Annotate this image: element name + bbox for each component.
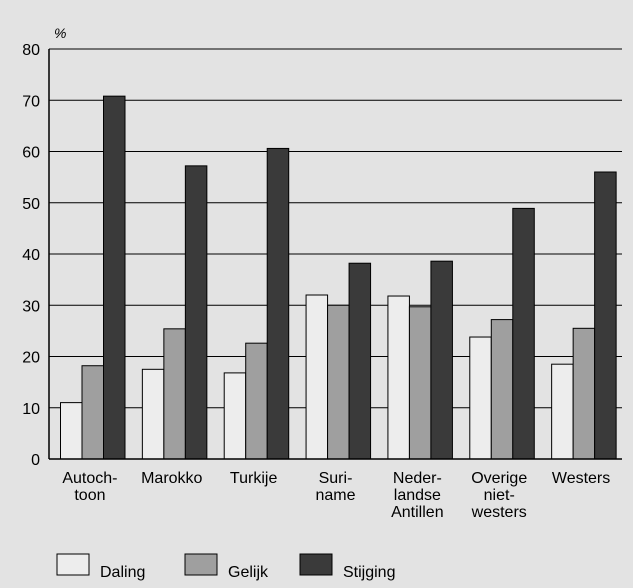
bars bbox=[60, 95, 617, 460]
y-tick-label: 30 bbox=[22, 298, 40, 315]
bar-daling-1 bbox=[141, 368, 165, 460]
bar-daling-2 bbox=[223, 372, 247, 460]
legend: Daling Gelijk Stijging bbox=[56, 553, 395, 581]
y-tick-label: 20 bbox=[22, 350, 40, 367]
y-tick-label: 40 bbox=[22, 247, 40, 264]
bar-daling-3 bbox=[305, 294, 329, 460]
category-label: Turkije bbox=[230, 470, 278, 487]
bar-stijging-0 bbox=[103, 95, 126, 460]
category-label: Neder- bbox=[393, 470, 442, 487]
bar-gelijk-1 bbox=[163, 328, 186, 460]
category-label: Overige bbox=[471, 470, 527, 487]
bar-stijging-3 bbox=[348, 262, 372, 460]
legend-label-stijging: Stijging bbox=[343, 564, 395, 581]
y-tick-label: 70 bbox=[22, 93, 40, 110]
bar-daling-0 bbox=[60, 402, 83, 460]
bar-daling-6 bbox=[551, 363, 574, 460]
y-tick-label: 80 bbox=[22, 42, 40, 59]
y-tick-label: 0 bbox=[31, 452, 40, 469]
category-label: Antillen bbox=[391, 504, 443, 521]
axes bbox=[48, 49, 622, 460]
bar-stijging-5 bbox=[512, 207, 535, 460]
category-label: landse bbox=[394, 487, 441, 504]
bar-stijging-6 bbox=[594, 171, 617, 460]
bar-gelijk-2 bbox=[245, 342, 268, 460]
y-tick-label: 60 bbox=[22, 145, 40, 162]
legend-swatch-gelijk bbox=[184, 553, 218, 576]
bar-gelijk-0 bbox=[81, 365, 104, 460]
category-label: Suri- bbox=[319, 470, 353, 487]
legend-label-daling: Daling bbox=[100, 564, 145, 581]
category-label: niet- bbox=[484, 487, 515, 504]
bar-stijging-1 bbox=[184, 165, 208, 460]
legend-label-gelijk: Gelijk bbox=[228, 564, 269, 581]
bar-stijging-2 bbox=[266, 147, 290, 460]
bar-gelijk-3 bbox=[327, 304, 350, 460]
bar-gelijk-4 bbox=[408, 306, 432, 460]
category-label: westers bbox=[471, 504, 527, 521]
y-axis-ticks: 0 10 20 30 40 50 60 70 80 bbox=[22, 42, 40, 469]
category-label: name bbox=[315, 487, 355, 504]
legend-swatch-stijging bbox=[299, 553, 333, 576]
category-label: Marokko bbox=[141, 470, 202, 487]
category-labels: Autoch-toon Marokko Turkije Suri-name Neder-… bbox=[62, 470, 610, 521]
bar-gelijk-5 bbox=[490, 319, 514, 460]
bar-gelijk-6 bbox=[572, 327, 596, 460]
y-unit-label: % bbox=[54, 25, 66, 41]
bar-daling-5 bbox=[469, 336, 492, 460]
y-tick-label: 50 bbox=[22, 196, 40, 213]
y-tick-label: 10 bbox=[22, 401, 40, 418]
legend-swatch-daling bbox=[56, 553, 90, 576]
category-label: Autoch- bbox=[62, 470, 117, 487]
bar-stijging-4 bbox=[430, 260, 453, 460]
bar-daling-4 bbox=[387, 295, 410, 460]
category-label: Westers bbox=[552, 470, 610, 487]
category-label: toon bbox=[74, 487, 105, 504]
